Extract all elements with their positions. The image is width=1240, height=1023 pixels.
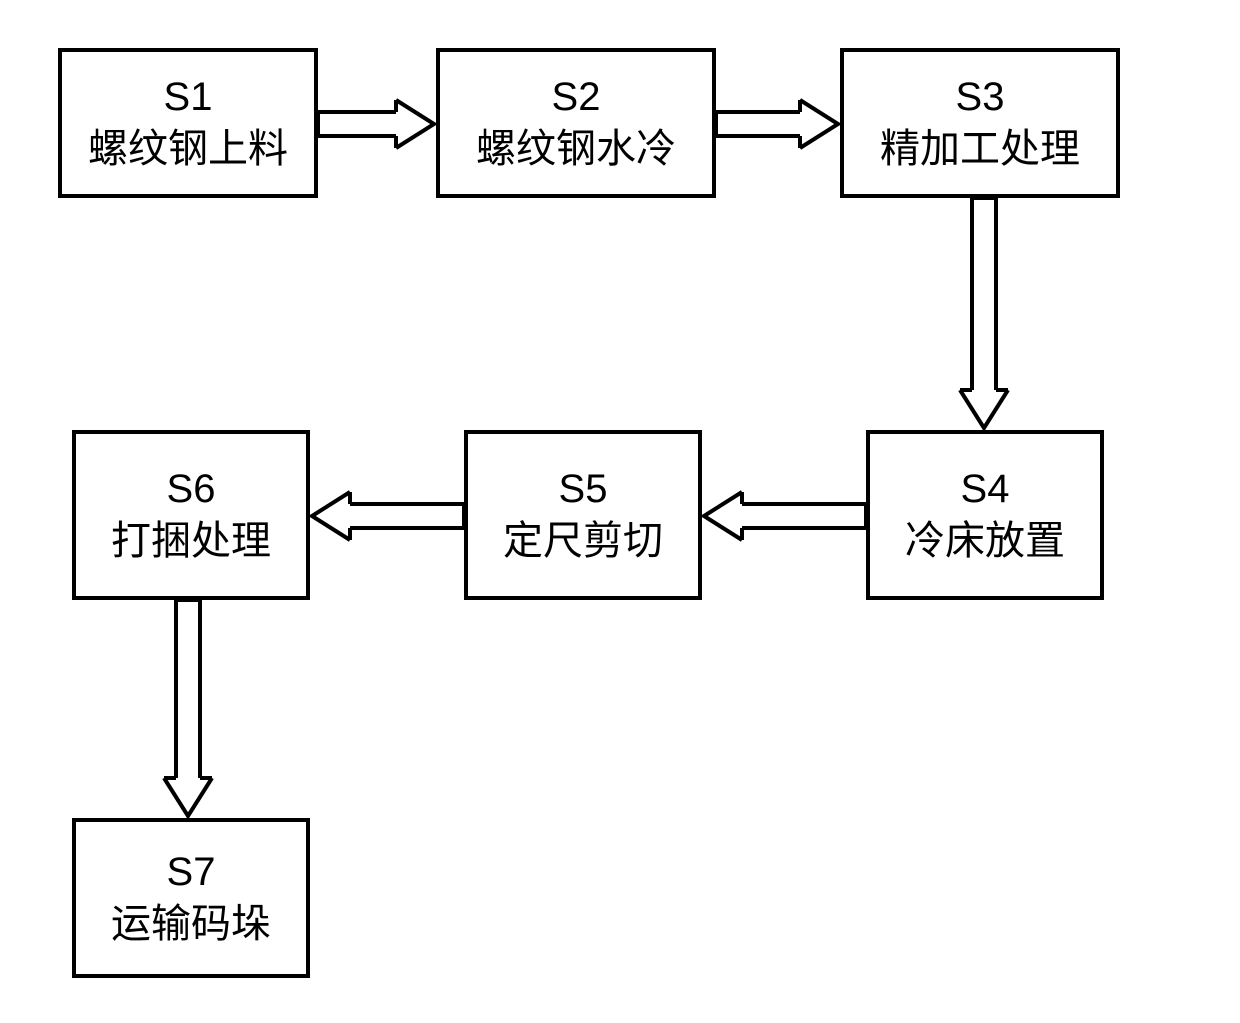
arrow-down-icon xyxy=(162,600,214,818)
arrow-right-icon xyxy=(716,98,840,150)
arrow-left-icon xyxy=(310,490,464,542)
node-code: S2 xyxy=(552,71,601,123)
node-code: S3 xyxy=(956,71,1005,123)
node-label: 冷床放置 xyxy=(905,515,1065,567)
arrow-left-icon xyxy=(702,490,866,542)
node-s2: S2 螺纹钢水冷 xyxy=(436,48,716,198)
node-s1: S1 螺纹钢上料 xyxy=(58,48,318,198)
flowchart-container: S1 螺纹钢上料 S2 螺纹钢水冷 S3 精加工处理 S4 冷床放置 S5 定尺… xyxy=(0,0,1240,1023)
node-s3: S3 精加工处理 xyxy=(840,48,1120,198)
node-code: S1 xyxy=(164,71,213,123)
node-label: 精加工处理 xyxy=(880,123,1080,175)
node-label: 螺纹钢水冷 xyxy=(476,123,676,175)
node-label: 定尺剪切 xyxy=(503,515,663,567)
arrow-right-icon xyxy=(318,98,436,150)
node-label: 运输码垛 xyxy=(111,898,271,950)
node-code: S4 xyxy=(961,463,1010,515)
node-s6: S6 打捆处理 xyxy=(72,430,310,600)
node-s5: S5 定尺剪切 xyxy=(464,430,702,600)
node-code: S7 xyxy=(167,846,216,898)
node-code: S5 xyxy=(559,463,608,515)
node-s4: S4 冷床放置 xyxy=(866,430,1104,600)
arrow-down-icon xyxy=(958,198,1010,430)
node-s7: S7 运输码垛 xyxy=(72,818,310,978)
node-code: S6 xyxy=(167,463,216,515)
node-label: 螺纹钢上料 xyxy=(88,123,288,175)
node-label: 打捆处理 xyxy=(111,515,271,567)
